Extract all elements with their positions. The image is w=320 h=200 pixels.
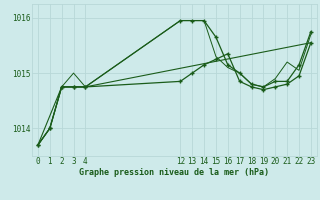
X-axis label: Graphe pression niveau de la mer (hPa): Graphe pression niveau de la mer (hPa) (79, 168, 269, 177)
